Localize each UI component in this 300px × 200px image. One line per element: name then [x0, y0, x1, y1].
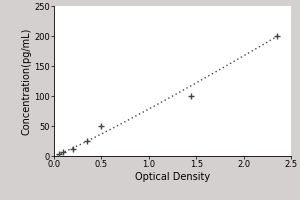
Y-axis label: Concentration(pg/mL): Concentration(pg/mL): [21, 27, 31, 135]
X-axis label: Optical Density: Optical Density: [135, 172, 210, 182]
